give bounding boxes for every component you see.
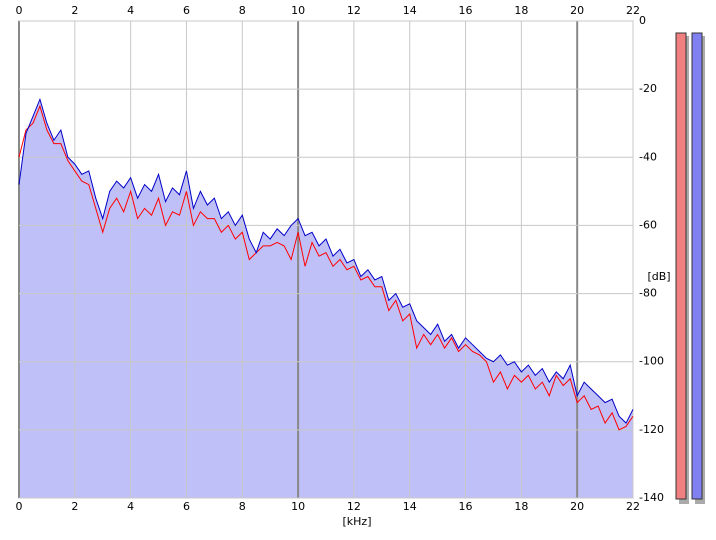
spectrum-line (18, 97, 634, 424)
x-tick-label-top: 16 (459, 4, 473, 17)
x-tick-label-top: 8 (239, 4, 246, 17)
x-tick-label-top: 14 (403, 4, 417, 17)
x-tick-label-bottom: 2 (71, 500, 78, 513)
plot-layer (18, 20, 634, 499)
x-tick-label-bottom: 10 (291, 500, 305, 513)
x-tick-label-top: 22 (626, 4, 640, 17)
y-tick-label: 0 (639, 14, 646, 27)
y-tick-label: -40 (639, 150, 657, 163)
x-tick-label-bottom: 16 (459, 500, 473, 513)
x-tick-label-bottom: 0 (16, 500, 23, 513)
x-tick-label-top: 0 (16, 4, 23, 17)
x-tick-label-bottom: 12 (347, 500, 361, 513)
x-tick-label-bottom: 14 (403, 500, 417, 513)
x-tick-label-top: 4 (127, 4, 134, 17)
y-tick-label: -80 (639, 287, 657, 300)
x-axis-label: [kHz] (343, 515, 372, 528)
spectrum-fill (19, 99, 633, 498)
x-tick-label-bottom: 4 (127, 500, 134, 513)
x-tick-label-bottom: 8 (239, 500, 246, 513)
x-tick-label-top: 12 (347, 4, 361, 17)
y-tick-label: -60 (639, 218, 657, 231)
x-tick-label-top: 18 (514, 4, 528, 17)
y-tick-label: -140 (639, 491, 664, 504)
x-tick-label-top: 2 (71, 4, 78, 17)
y-tick-label: -100 (639, 355, 664, 368)
right-meter (691, 32, 703, 500)
x-tick-label-bottom: 6 (183, 500, 190, 513)
y-axis-label: [dB] (647, 270, 670, 283)
x-tick-label-top: 10 (291, 4, 305, 17)
x-tick-label-top: 6 (183, 4, 190, 17)
spectrum-line (18, 104, 634, 431)
x-tick-label-bottom: 22 (626, 500, 640, 513)
x-tick-label-bottom: 18 (514, 500, 528, 513)
x-tick-label-bottom: 20 (570, 500, 584, 513)
y-tick-label: -20 (639, 82, 657, 95)
left-meter (675, 32, 687, 500)
y-tick-label: -120 (639, 423, 664, 436)
x-tick-label-top: 20 (570, 4, 584, 17)
